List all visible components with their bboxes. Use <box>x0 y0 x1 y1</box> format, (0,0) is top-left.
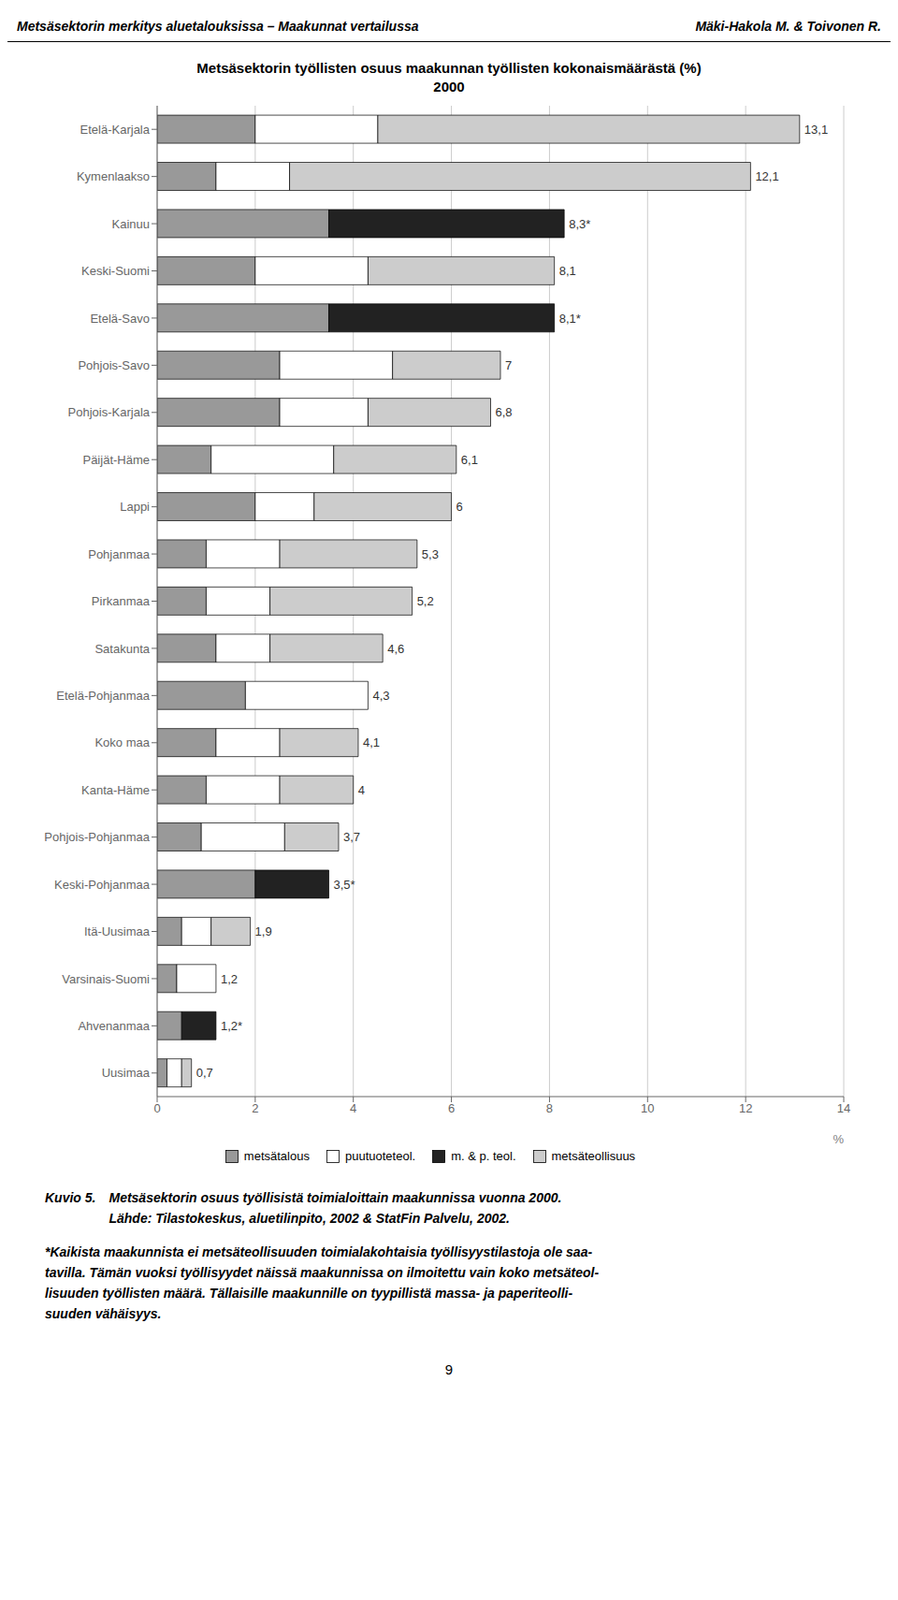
html-text:Metsäsektorin työllisten osuus: Metsäsektorin työllisten osuus maakunnan… <box>196 59 702 76</box>
svg-text:%: % <box>832 1131 844 1146</box>
svg-text:6: 6 <box>456 499 464 514</box>
html-text:2000: 2000 <box>433 78 465 95</box>
svg-text:1,2*: 1,2* <box>220 1018 243 1033</box>
svg-text:6,1: 6,1 <box>461 452 478 467</box>
svg-text:Ahvenanmaa: Ahvenanmaa <box>77 1018 150 1033</box>
svg-text:14: 14 <box>837 1100 851 1116</box>
svg-text:Pohjois-Savo: Pohjois-Savo <box>77 358 150 373</box>
html-text:Lähde: Tilastokeskus, aluetili: Lähde: Tilastokeskus, aluetilinpito, 200… <box>108 1210 510 1226</box>
svg-text:10: 10 <box>640 1100 654 1116</box>
html-text:Metsäsektorin osuus työllisist: Metsäsektorin osuus työllisistä toimialo… <box>108 1189 562 1205</box>
html-text:m. & p. teol.: m. & p. teol. <box>450 1148 516 1163</box>
svg-text:7: 7 <box>505 358 512 373</box>
svg-text:Etelä-Savo: Etelä-Savo <box>89 311 150 326</box>
svg-text:5,3: 5,3 <box>421 547 439 562</box>
svg-text:Lappi: Lappi <box>119 499 150 514</box>
svg-text:Satakunta: Satakunta <box>94 641 150 656</box>
svg-text:Pohjois-Pohjanmaa: Pohjois-Pohjanmaa <box>43 829 151 844</box>
svg-text:3,7: 3,7 <box>343 829 361 844</box>
html-text:metsäteollisuus: metsäteollisuus <box>551 1148 636 1163</box>
svg-text:Uusimaa: Uusimaa <box>101 1065 151 1080</box>
svg-text:8: 8 <box>546 1100 553 1116</box>
svg-text:Pirkanmaa: Pirkanmaa <box>91 593 151 609</box>
html-text:Mäki-Hakola M. & Toivonen R.: Mäki-Hakola M. & Toivonen R. <box>695 18 882 34</box>
svg-text:0: 0 <box>153 1100 160 1116</box>
svg-text:4,1: 4,1 <box>362 735 380 750</box>
html-text:9: 9 <box>445 1361 453 1377</box>
svg-text:13,1: 13,1 <box>804 122 828 137</box>
svg-text:1,9: 1,9 <box>255 924 273 939</box>
svg-text:Kymenlaakso: Kymenlaakso <box>76 169 150 184</box>
svg-text:8,1: 8,1 <box>559 263 577 278</box>
html-text:Kuvio 5.: Kuvio 5. <box>44 1189 96 1205</box>
svg-text:Koko maa: Koko maa <box>94 735 150 750</box>
svg-text:Keski-Suomi: Keski-Suomi <box>81 263 150 278</box>
html-text:tavilla. Tämän vuoksi työllisy: tavilla. Tämän vuoksi työllisyydet näiss… <box>44 1264 599 1280</box>
svg-text:Etelä-Karjala: Etelä-Karjala <box>80 122 151 137</box>
svg-text:1,2: 1,2 <box>220 971 238 986</box>
html-text:puutuoteteol.: puutuoteteol. <box>345 1148 416 1163</box>
svg-text:3,5*: 3,5* <box>333 877 356 892</box>
html-text:metsätalous: metsätalous <box>244 1148 310 1163</box>
html-text:lisuuden työllisten määrä. Täl: lisuuden työllisten määrä. Tällaisille m… <box>44 1285 573 1301</box>
svg-text:4,3: 4,3 <box>372 688 390 703</box>
svg-text:4: 4 <box>349 1100 357 1116</box>
html-text:*Kaikista maakunnista ei metsä: *Kaikista maakunnista ei metsäteollisuud… <box>44 1244 593 1260</box>
svg-text:12: 12 <box>738 1100 753 1116</box>
svg-text:Pohjanmaa: Pohjanmaa <box>87 547 151 562</box>
svg-text:5,2: 5,2 <box>417 593 435 609</box>
svg-text:Kanta-Häme: Kanta-Häme <box>81 782 150 797</box>
svg-text:Itä-Uusimaa: Itä-Uusimaa <box>84 924 151 939</box>
html-text:Metsäsektorin merkitys aluetal: Metsäsektorin merkitys aluetalouksissa –… <box>16 18 419 34</box>
svg-text:Keski-Pohjanmaa: Keski-Pohjanmaa <box>54 877 151 892</box>
svg-text:0,7: 0,7 <box>196 1065 214 1080</box>
svg-text:Pohjois-Karjala: Pohjois-Karjala <box>68 405 151 420</box>
svg-text:6: 6 <box>448 1100 455 1116</box>
svg-text:Kainuu: Kainuu <box>112 217 150 232</box>
svg-text:Päijät-Häme: Päijät-Häme <box>82 452 150 467</box>
svg-text:Varsinais-Suomi: Varsinais-Suomi <box>61 971 150 986</box>
svg-text:Etelä-Pohjanmaa: Etelä-Pohjanmaa <box>56 688 150 703</box>
svg-text:8,1*: 8,1* <box>559 311 581 326</box>
html-text:suuden vähäisyys.: suuden vähäisyys. <box>44 1305 162 1321</box>
svg-text:4,6: 4,6 <box>387 641 405 656</box>
svg-text:6,8: 6,8 <box>495 405 513 420</box>
svg-text:2: 2 <box>251 1100 259 1116</box>
svg-text:4: 4 <box>358 782 365 797</box>
svg-text:12,1: 12,1 <box>754 169 779 184</box>
svg-text:8,3*: 8,3* <box>568 217 591 232</box>
